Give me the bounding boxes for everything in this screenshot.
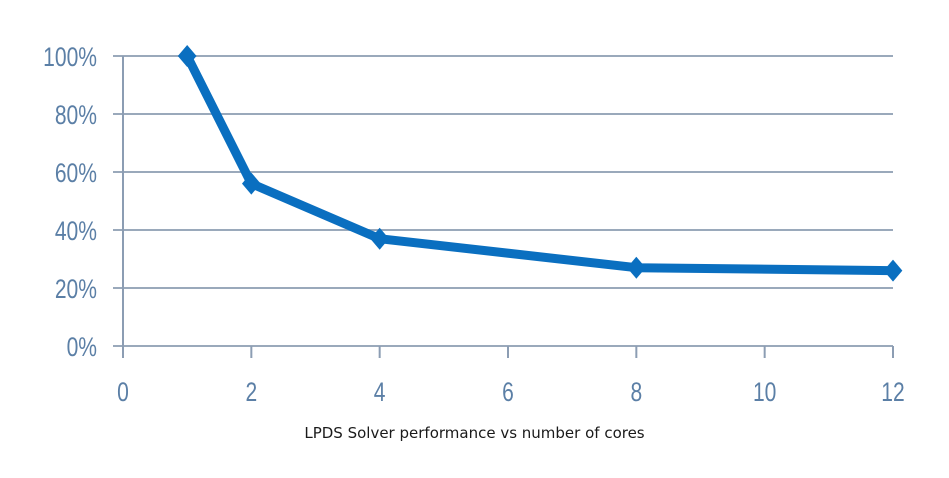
gridlines	[113, 55, 893, 347]
x-tick-labels: 0 2 4 6 8 10 12	[117, 378, 905, 408]
x-tick-label: 4	[374, 378, 386, 408]
x-tick-label: 8	[630, 378, 642, 408]
y-tick-labels: 0% 20% 40% 60% 80% 100%	[43, 43, 97, 363]
series	[177, 45, 903, 282]
chart-caption: LPDS Solver performance vs number of cor…	[304, 424, 645, 442]
x-tick-label: 0	[117, 378, 129, 408]
x-tick-label: 10	[753, 378, 776, 408]
y-tick-label: 0%	[67, 333, 97, 363]
data-point-x1	[177, 45, 197, 67]
data-point-x4	[370, 227, 390, 250]
y-tick-label: 80%	[55, 101, 97, 131]
data-point-x8	[626, 256, 646, 279]
line-chart: 0% 20% 40% 60% 80% 100% 0 2 4 6 8 10 12	[43, 43, 905, 408]
y-tick-label: 60%	[55, 159, 97, 189]
x-tick-label: 2	[245, 378, 257, 408]
y-tick-label: 20%	[55, 275, 97, 305]
series-line	[183, 53, 894, 276]
axes	[122, 56, 894, 358]
x-tick-label: 12	[881, 378, 904, 408]
data-point-x2	[241, 172, 261, 195]
y-tick-label: 40%	[55, 217, 97, 247]
x-tick-label: 6	[502, 378, 514, 408]
y-tick-label: 100%	[43, 43, 97, 73]
data-point-x12	[883, 259, 903, 282]
